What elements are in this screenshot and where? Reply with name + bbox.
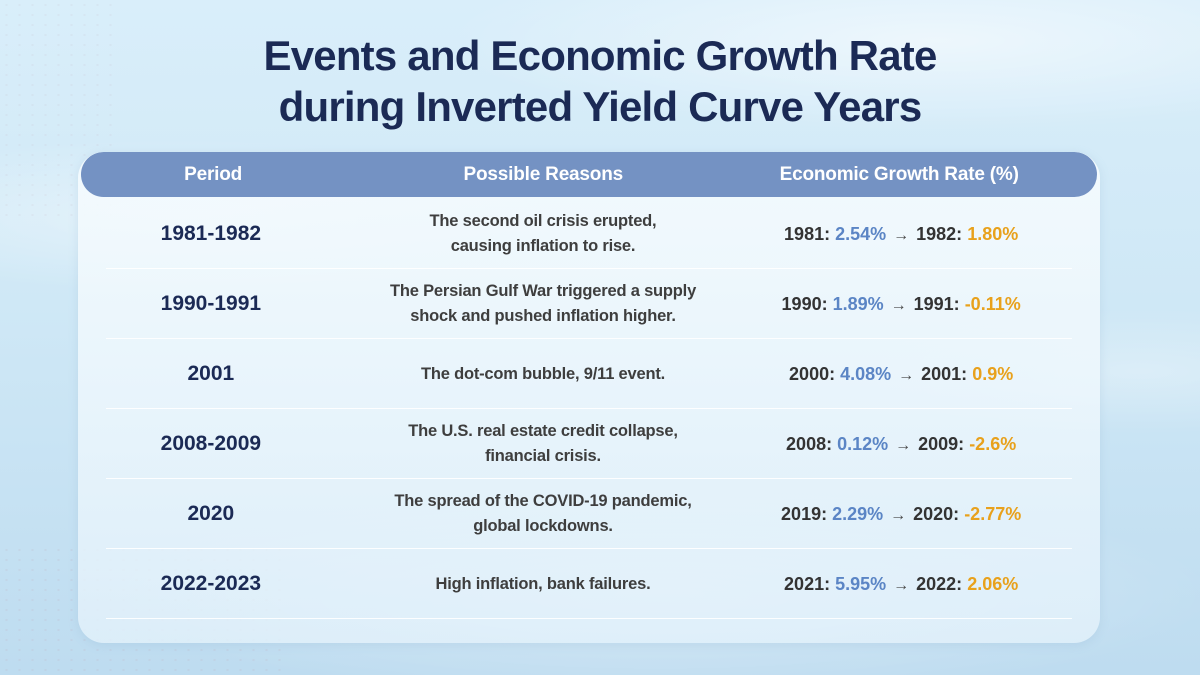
growth-from-year-label: 2021: bbox=[784, 573, 831, 594]
growth-rate-cell: 1981: 2.54% → 1982: 1.80% bbox=[742, 224, 1100, 245]
table-row: 2022-2023 High inflation, bank failures.… bbox=[78, 549, 1100, 619]
period-cell: 2001 bbox=[187, 362, 235, 385]
period-cell: 2022-2023 bbox=[160, 572, 262, 595]
growth-from-value: 2.29% bbox=[832, 503, 884, 524]
growth-to-value: -2.6% bbox=[969, 433, 1017, 454]
growth-to-year-label: 1991: bbox=[913, 293, 960, 314]
page-title-line1: Events and Economic Growth Rate bbox=[263, 32, 938, 79]
arrow-right-icon: → bbox=[890, 506, 907, 524]
column-header-growth-rate: Economic Growth Rate (%) bbox=[779, 163, 1019, 185]
table-header-row: Period Possible Reasons Economic Growth … bbox=[81, 152, 1097, 197]
growth-rate-cell: 2019: 2.29% → 2020: -2.77% bbox=[742, 504, 1100, 525]
growth-from-year-label: 2000: bbox=[789, 363, 836, 384]
growth-rate-cell: 2008: 0.12% → 2009: -2.6% bbox=[742, 434, 1100, 455]
growth-from-year-label: 1990: bbox=[781, 293, 828, 314]
table-row: 2020 The spread of the COVID-19 pandemic… bbox=[78, 479, 1100, 549]
growth-to-value: 0.9% bbox=[972, 363, 1014, 384]
page-title: Events and Economic Growth Rate during I… bbox=[0, 30, 1200, 132]
growth-from-year-label: 1981: bbox=[784, 223, 831, 244]
growth-from-value: 0.12% bbox=[837, 433, 889, 454]
growth-from-year-label: 2019: bbox=[781, 503, 828, 524]
reason-cell: The dot-com bubble, 9/11 event. bbox=[420, 364, 666, 383]
column-header-period: Period bbox=[184, 163, 243, 185]
growth-to-value: -0.11% bbox=[964, 293, 1021, 314]
period-cell: 2020 bbox=[187, 502, 235, 525]
growth-rate-cell: 2021: 5.95% → 2022: 2.06% bbox=[742, 574, 1100, 595]
growth-to-value: 2.06% bbox=[967, 573, 1019, 594]
page-title-line2: during Inverted Yield Curve Years bbox=[278, 83, 923, 131]
growth-from-value: 5.95% bbox=[835, 573, 887, 594]
growth-rate-cell: 2000: 4.08% → 2001: 0.9% bbox=[742, 364, 1100, 385]
growth-from-value: 1.89% bbox=[832, 293, 884, 314]
arrow-right-icon: → bbox=[893, 226, 910, 244]
growth-to-year-label: 1982: bbox=[916, 223, 963, 244]
reason-cell: The Persian Gulf War triggered a supply … bbox=[389, 282, 697, 325]
table-body: 1981-1982 The second oil crisis erupted,… bbox=[78, 199, 1100, 619]
growth-from-year-label: 2008: bbox=[786, 433, 833, 454]
reason-cell: The second oil crisis erupted, causing i… bbox=[429, 212, 657, 255]
arrow-right-icon: → bbox=[893, 576, 910, 594]
data-table-card: Period Possible Reasons Economic Growth … bbox=[78, 152, 1100, 643]
table-row: 2001 The dot-com bubble, 9/11 event. 200… bbox=[78, 339, 1100, 409]
growth-to-year-label: 2022: bbox=[916, 573, 963, 594]
reason-cell: The U.S. real estate credit collapse, fi… bbox=[408, 422, 678, 465]
table-row: 2008-2009 The U.S. real estate credit co… bbox=[78, 409, 1100, 479]
growth-to-value: 1.80% bbox=[967, 223, 1019, 244]
table-row: 1990-1991 The Persian Gulf War triggered… bbox=[78, 269, 1100, 339]
growth-from-value: 2.54% bbox=[835, 223, 887, 244]
growth-to-year-label: 2001: bbox=[921, 363, 968, 384]
period-cell: 2008-2009 bbox=[160, 432, 262, 455]
reason-cell: The spread of the COVID-19 pandemic, glo… bbox=[394, 492, 692, 535]
period-cell: 1981-1982 bbox=[160, 222, 262, 245]
growth-to-year-label: 2020: bbox=[913, 503, 960, 524]
growth-to-value: -2.77% bbox=[964, 503, 1022, 524]
growth-rate-cell: 1990: 1.89% → 1991: -0.11% bbox=[742, 294, 1100, 315]
column-header-reasons: Possible Reasons bbox=[463, 163, 624, 185]
reason-cell: High inflation, bank failures. bbox=[435, 574, 651, 593]
period-cell: 1990-1991 bbox=[160, 292, 262, 315]
arrow-right-icon: → bbox=[898, 366, 915, 384]
table-row: 1981-1982 The second oil crisis erupted,… bbox=[78, 199, 1100, 269]
arrow-right-icon: → bbox=[890, 296, 907, 314]
growth-from-value: 4.08% bbox=[840, 363, 892, 384]
growth-to-year-label: 2009: bbox=[918, 433, 965, 454]
arrow-right-icon: → bbox=[895, 436, 912, 454]
